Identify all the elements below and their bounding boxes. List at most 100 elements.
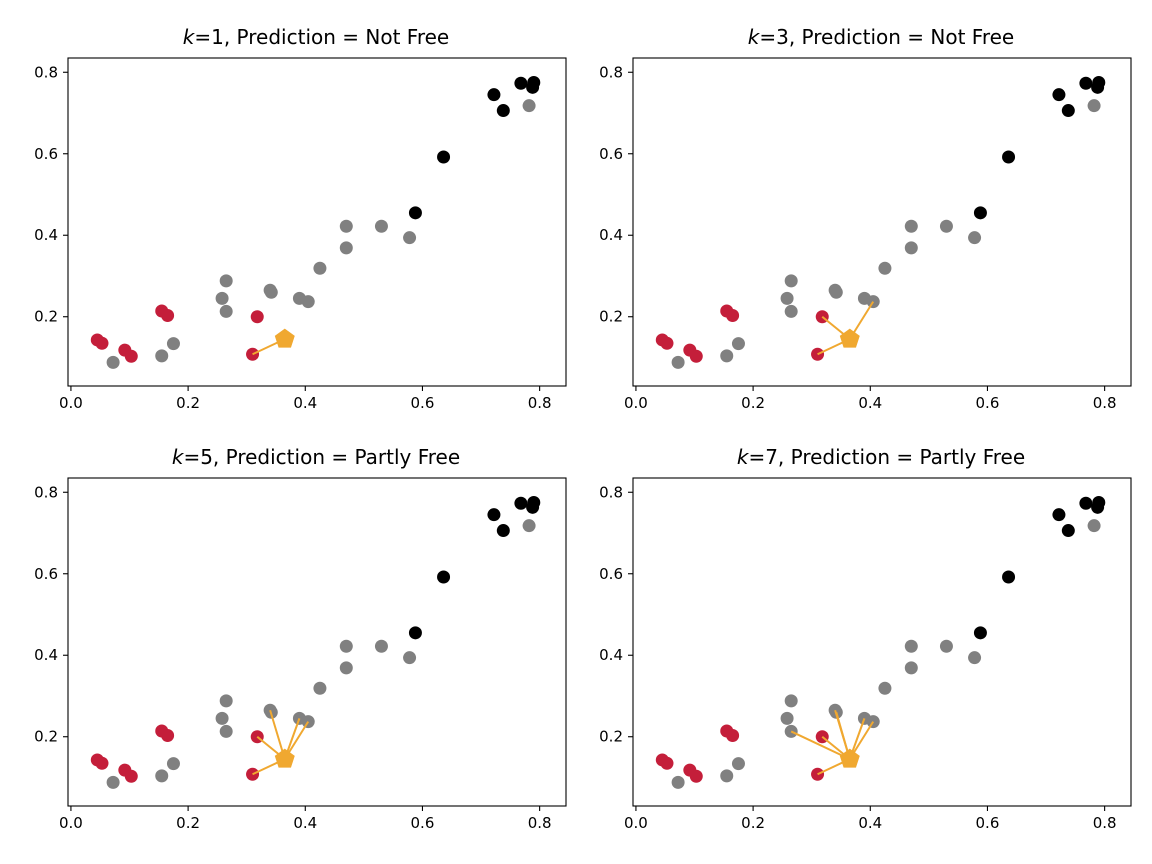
- data-point-gray: [374, 219, 388, 233]
- data-point-red: [689, 769, 703, 783]
- data-point-red: [161, 729, 175, 743]
- data-point-red: [689, 349, 703, 363]
- y-tick-label: 0.6: [34, 145, 58, 163]
- x-tick-label: 0.8: [1093, 394, 1117, 412]
- data-point-gray: [968, 651, 982, 665]
- panel-k5: k=5, Prediction = Partly Free 0.0 0.2 0.4 0…: [34, 445, 567, 832]
- data-point-gray: [219, 304, 233, 318]
- y-tick-label: 0.6: [599, 145, 623, 163]
- data-point-black: [1092, 495, 1106, 509]
- y-tick-label: 0.8: [34, 483, 58, 501]
- x-tick-label: 0.2: [176, 814, 200, 832]
- plot-frame: [632, 477, 1132, 807]
- data-point-gray: [339, 219, 353, 233]
- x-tick-label: 0.8: [528, 394, 552, 412]
- data-point-gray: [219, 694, 233, 708]
- data-point-gray: [1087, 99, 1101, 113]
- y-tick-label: 0.2: [34, 728, 58, 746]
- panel-k1: k=1, Prediction = Not Free 0.0 0.2 0.4 0.6 0…: [34, 25, 567, 412]
- query-point-pentagon: [839, 328, 860, 348]
- data-point-gray: [339, 661, 353, 675]
- data-point-gray: [968, 231, 982, 245]
- title-text: =1, Prediction = Not Free: [194, 25, 449, 49]
- data-point-red: [660, 336, 674, 350]
- panel-k3: k=3, Prediction = Not Free 0.0 0.2 0.4 0.6 0…: [599, 25, 1132, 412]
- x-tick-label: 0.0: [624, 814, 648, 832]
- data-point-black: [514, 76, 528, 90]
- x-tick-label: 0.0: [59, 394, 83, 412]
- data-point-gray: [106, 775, 120, 789]
- data-point-gray: [522, 519, 536, 533]
- data-point-gray: [264, 285, 278, 299]
- data-point-black: [1052, 88, 1066, 102]
- data-point-black: [487, 508, 501, 522]
- data-point-gray: [671, 775, 685, 789]
- data-point-black: [1061, 524, 1075, 538]
- data-point-gray: [313, 681, 327, 695]
- data-point-gray: [731, 757, 745, 771]
- data-point-red: [660, 756, 674, 770]
- data-point-gray: [904, 661, 918, 675]
- title-k-variable: k: [748, 25, 761, 49]
- y-tick-label: 0.4: [34, 226, 58, 244]
- data-point-red: [95, 756, 109, 770]
- data-point-black: [496, 524, 510, 538]
- y-tick-label: 0.8: [599, 483, 623, 501]
- x-tick-label: 0.6: [976, 814, 1000, 832]
- data-point-gray: [829, 285, 843, 299]
- data-point-gray: [784, 694, 798, 708]
- data-point-red: [95, 336, 109, 350]
- data-point-gray: [784, 274, 798, 288]
- plot-frame: [67, 57, 567, 387]
- x-tick-label: 0.6: [976, 394, 1000, 412]
- data-point-black: [437, 570, 451, 584]
- title-text: =3, Prediction = Not Free: [759, 25, 1014, 49]
- data-point-gray: [155, 769, 169, 783]
- x-tick-label: 0.0: [624, 394, 648, 412]
- data-point-gray: [106, 355, 120, 369]
- data-point-gray: [1087, 519, 1101, 533]
- query-point-pentagon: [274, 328, 295, 348]
- data-point-red: [726, 729, 740, 743]
- data-point-black: [496, 104, 510, 118]
- data-point-gray: [301, 295, 315, 309]
- data-point-black: [408, 206, 422, 220]
- data-point-black: [973, 626, 987, 640]
- data-point-black: [527, 75, 541, 89]
- data-point-black: [1079, 496, 1093, 510]
- query-point-pentagon: [274, 748, 295, 768]
- data-point-gray: [878, 681, 892, 695]
- data-point-red: [124, 349, 138, 363]
- data-point-black: [437, 150, 451, 164]
- x-tick-label: 0.4: [293, 814, 317, 832]
- data-point-gray: [339, 241, 353, 255]
- data-point-black: [514, 496, 528, 510]
- x-tick-label: 0.6: [411, 394, 435, 412]
- y-tick-label: 0.4: [34, 646, 58, 664]
- data-point-black: [1092, 75, 1106, 89]
- x-tick-label: 0.4: [858, 394, 882, 412]
- panel-k7: k=7, Prediction = Partly Free 0.0 0.2 0.4 0…: [599, 445, 1132, 832]
- data-point-gray: [780, 711, 794, 725]
- x-tick-label: 0.4: [293, 394, 317, 412]
- panel-title: k=5, Prediction = Partly Free: [172, 445, 460, 469]
- data-point-red: [161, 309, 175, 323]
- data-point-gray: [731, 337, 745, 351]
- title-text: =7, Prediction = Partly Free: [748, 445, 1025, 469]
- x-tick-label: 0.2: [176, 394, 200, 412]
- y-tick-label: 0.4: [599, 226, 623, 244]
- data-point-red: [726, 309, 740, 323]
- data-point-black: [1061, 104, 1075, 118]
- x-tick-label: 0.8: [528, 814, 552, 832]
- data-point-black: [1052, 508, 1066, 522]
- y-tick-label: 0.6: [599, 565, 623, 583]
- panel-title: k=3, Prediction = Not Free: [748, 25, 1014, 49]
- data-point-black: [973, 206, 987, 220]
- plot-frame: [67, 477, 567, 807]
- data-point-red: [124, 769, 138, 783]
- data-point-gray: [219, 724, 233, 738]
- data-point-gray: [939, 219, 953, 233]
- x-tick-label: 0.4: [858, 814, 882, 832]
- data-point-black: [1002, 150, 1016, 164]
